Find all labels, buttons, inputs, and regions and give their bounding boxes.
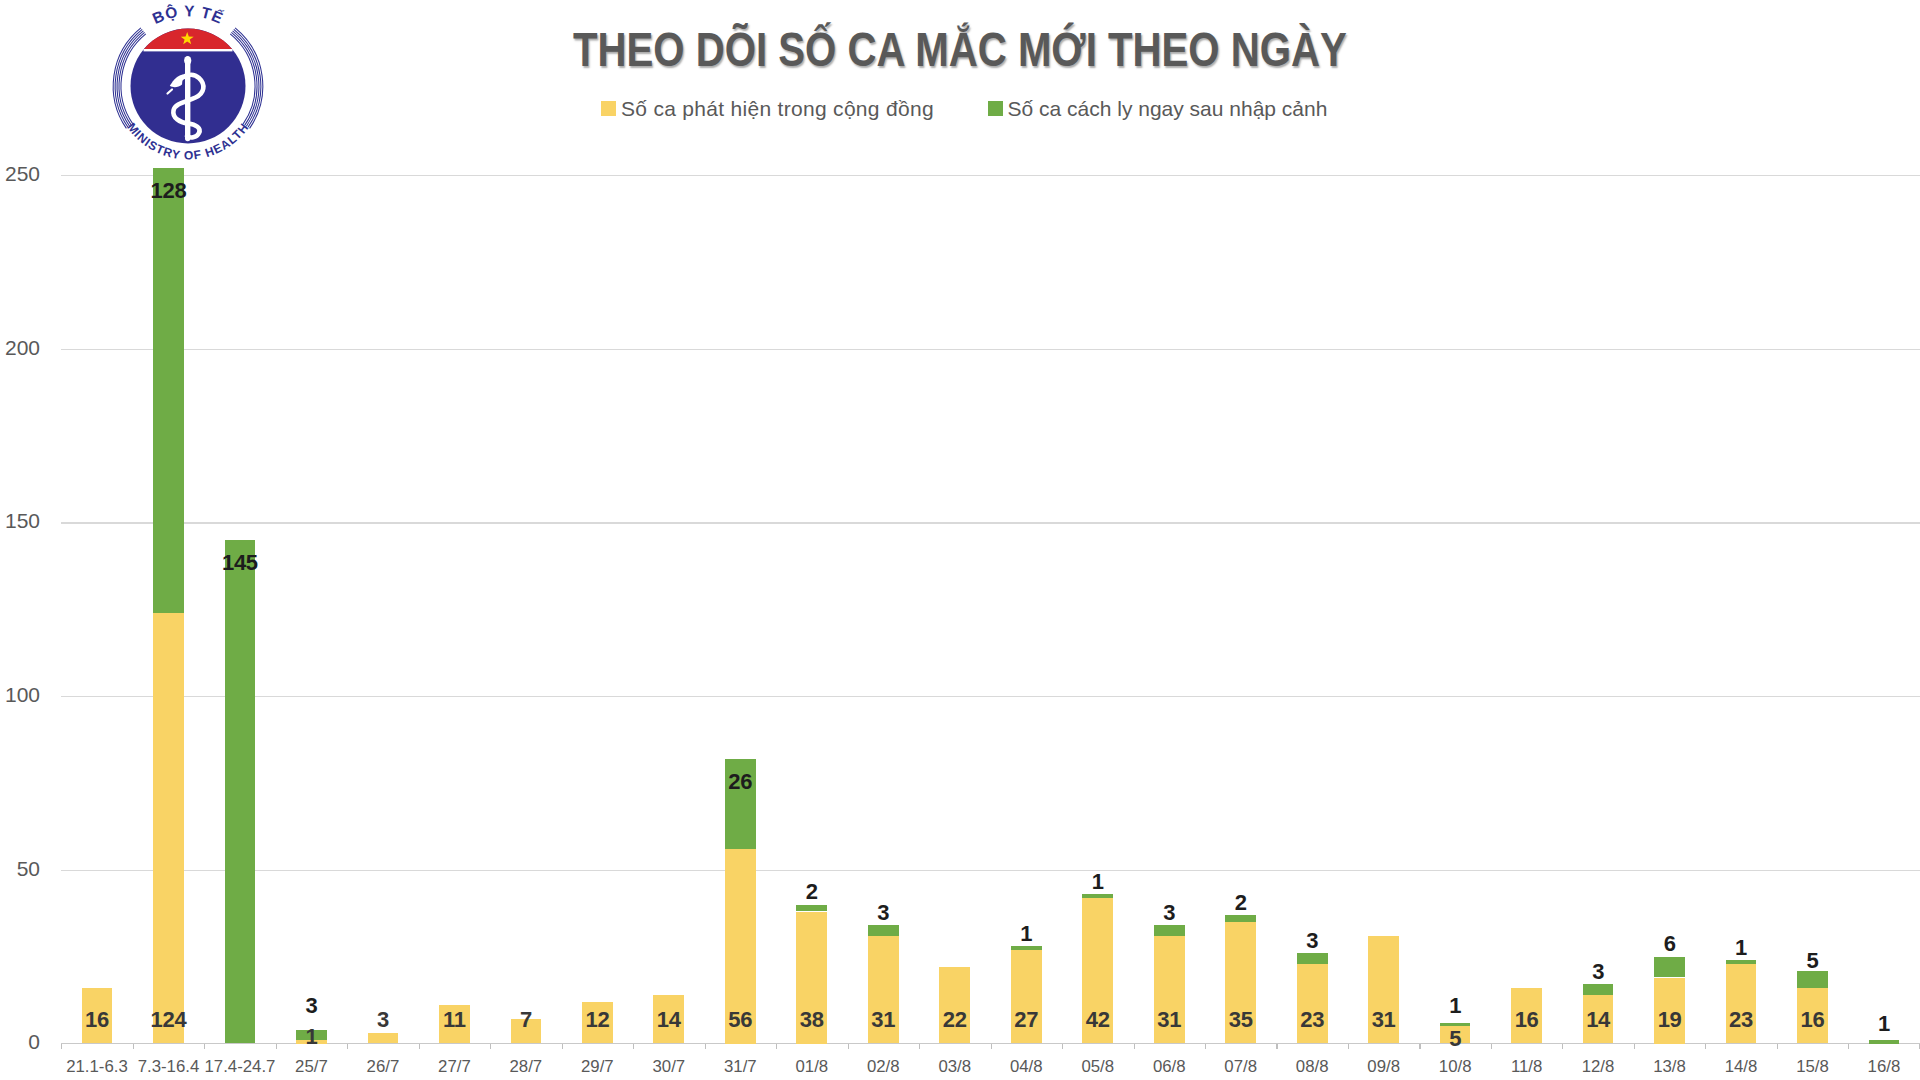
svg-text:BỘ Y TẾ: BỘ Y TẾ [150,2,226,27]
